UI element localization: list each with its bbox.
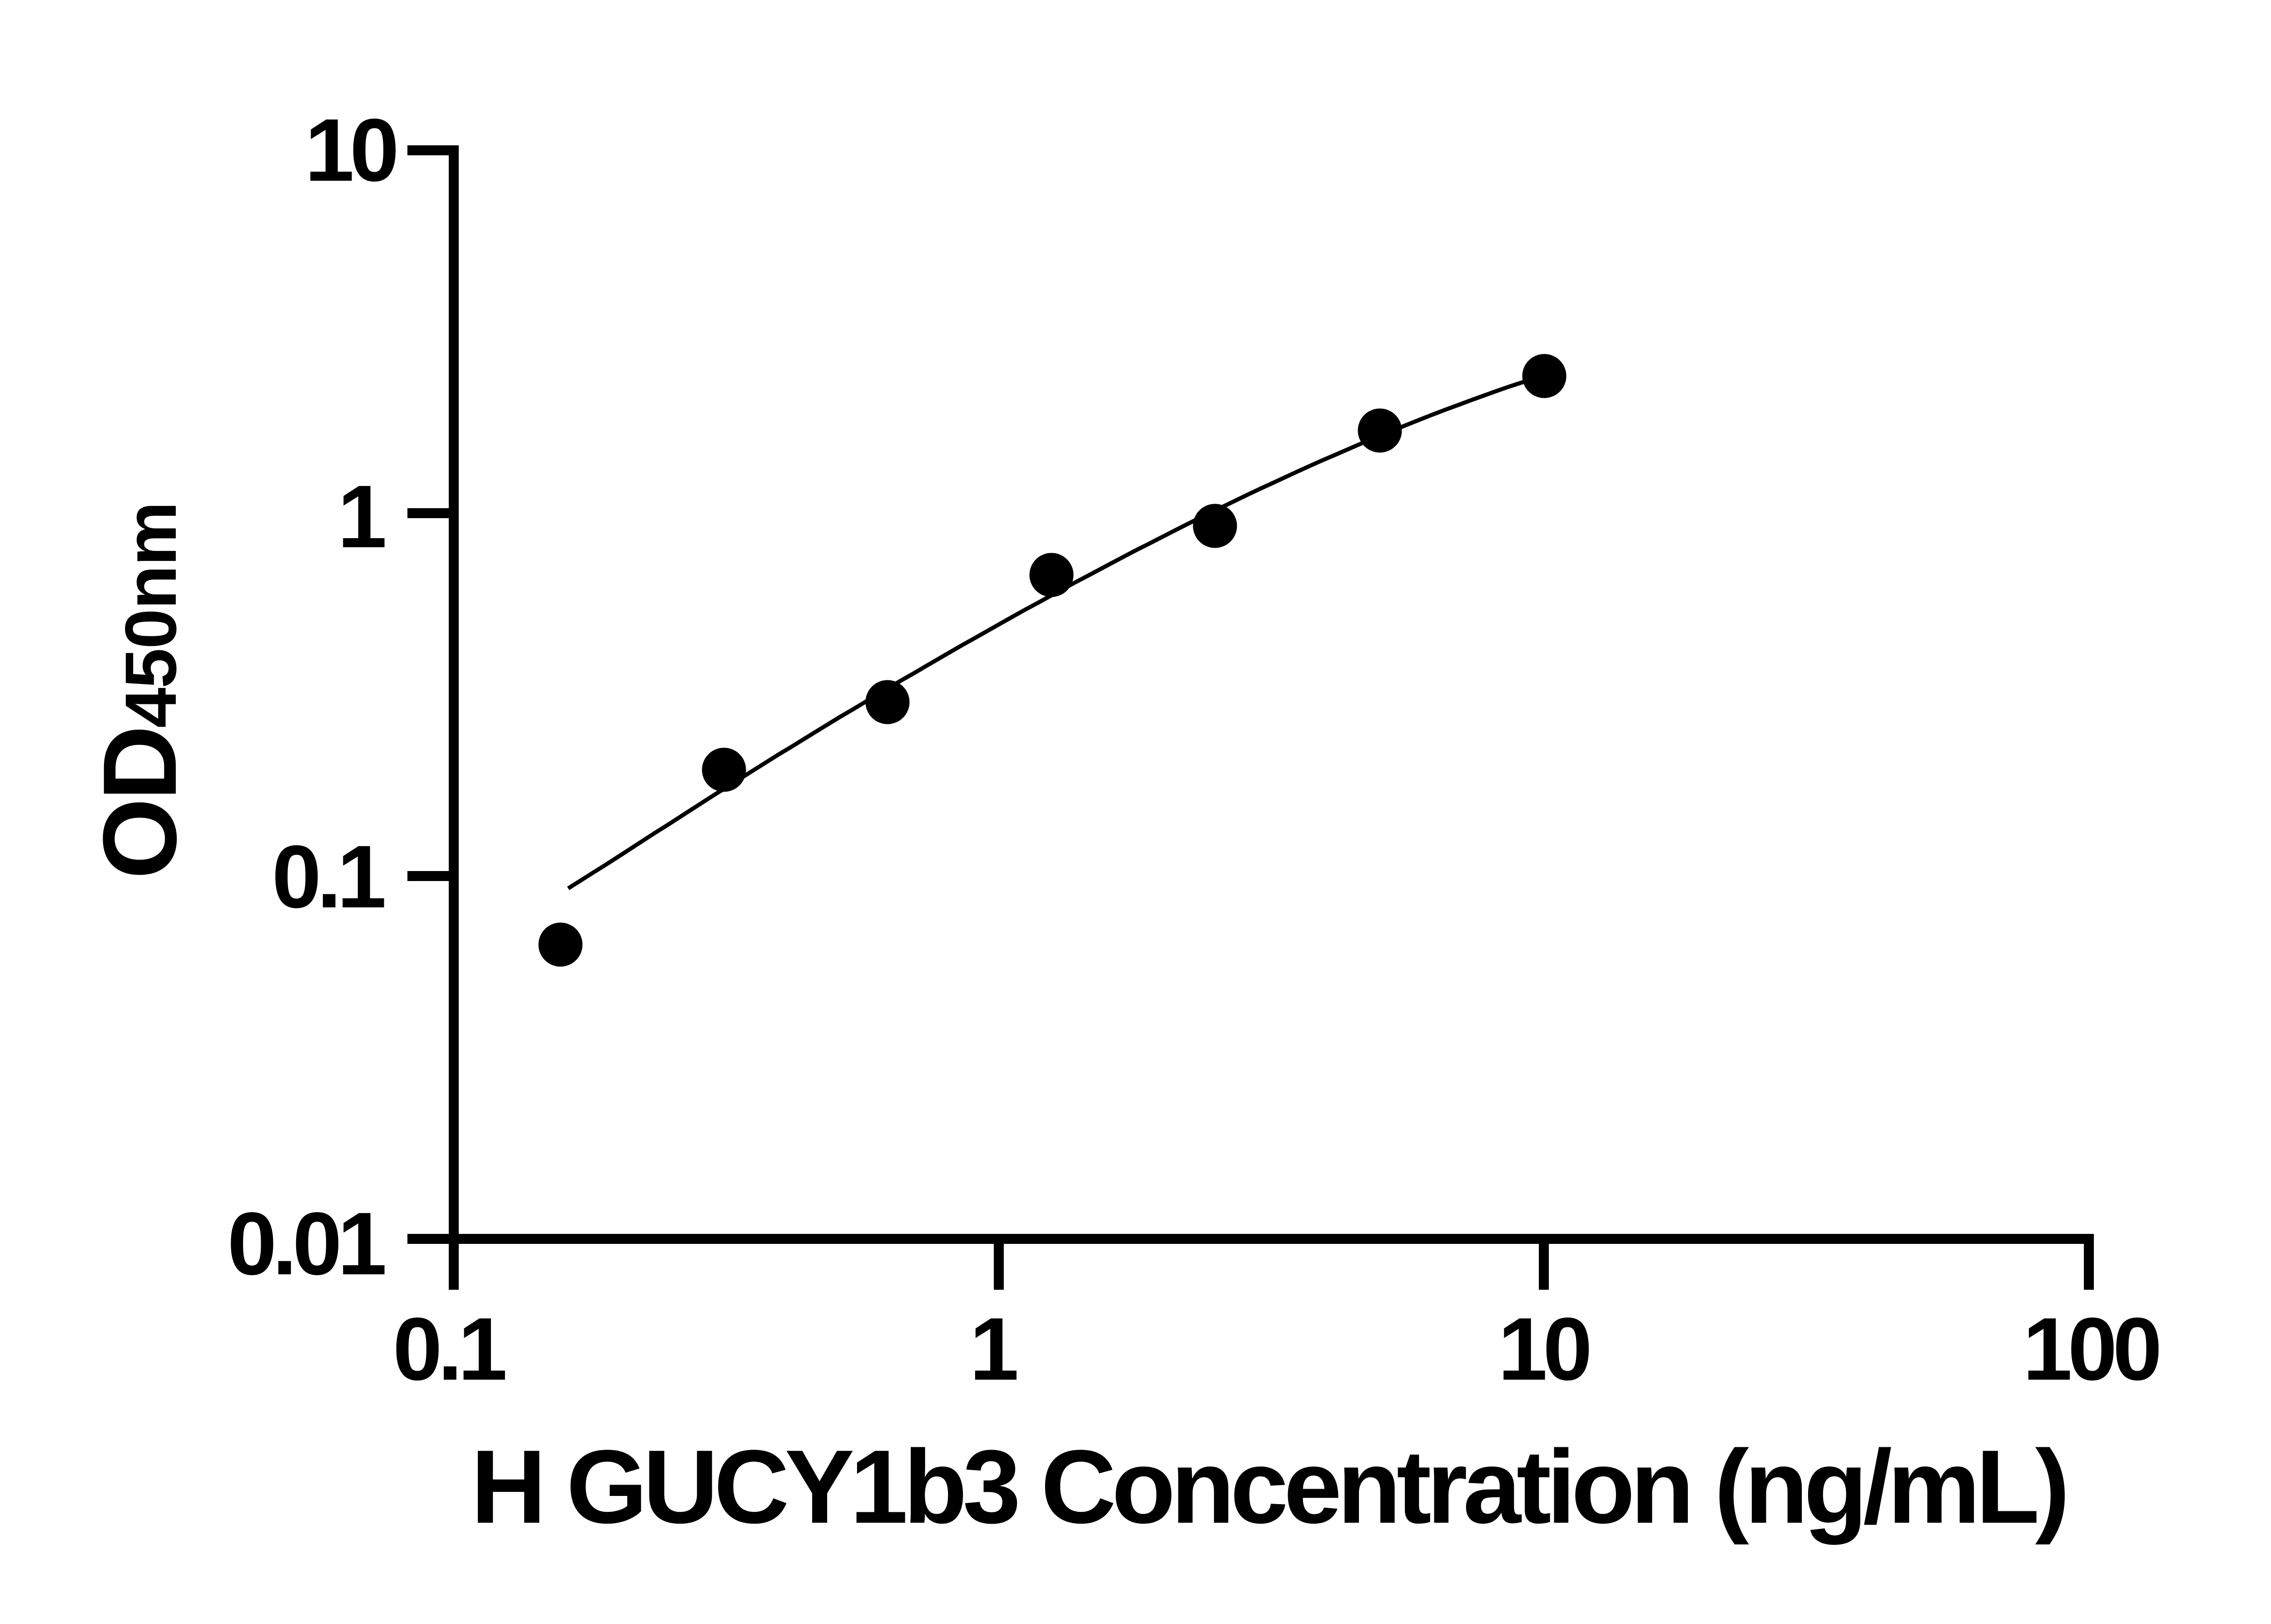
svg-text:1: 1: [337, 467, 385, 566]
svg-text:10: 10: [1498, 1299, 1589, 1399]
svg-text:0.01: 0.01: [228, 1194, 385, 1293]
svg-text:0.1: 0.1: [272, 827, 384, 926]
svg-text:H GUCY1b3 Concentration (ng/mL: H GUCY1b3 Concentration (ng/mL): [471, 1428, 2066, 1545]
svg-text:10: 10: [305, 100, 396, 200]
svg-text:0.1: 0.1: [393, 1299, 505, 1399]
svg-text:1: 1: [969, 1299, 1016, 1399]
svg-text:100: 100: [2023, 1299, 2158, 1399]
